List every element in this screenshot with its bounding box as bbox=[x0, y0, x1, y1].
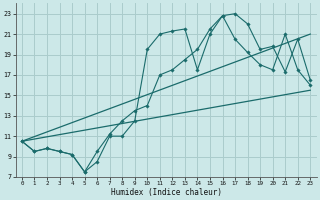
X-axis label: Humidex (Indice chaleur): Humidex (Indice chaleur) bbox=[111, 188, 221, 197]
